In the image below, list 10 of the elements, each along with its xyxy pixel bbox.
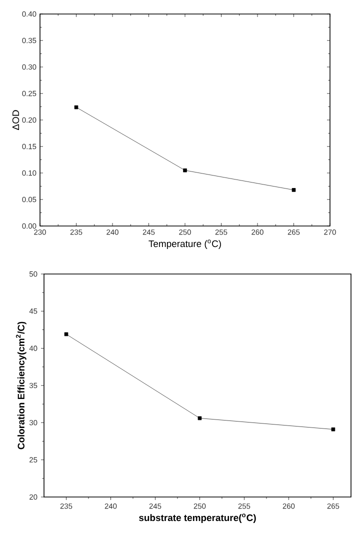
point xyxy=(292,188,296,192)
y-axis-title: ΔOD xyxy=(12,110,20,130)
point xyxy=(74,105,78,110)
x-axis-title: Temperature ($^{o}$C) xyxy=(148,240,221,249)
x-axis-title: substrate temperature($^{o}$C) xyxy=(139,514,256,523)
point xyxy=(198,416,202,420)
y-axis-title: Coloration Efficiency(cm$^{2}$/C) xyxy=(16,322,26,450)
point xyxy=(183,168,187,172)
point xyxy=(331,427,336,432)
point xyxy=(64,332,68,336)
